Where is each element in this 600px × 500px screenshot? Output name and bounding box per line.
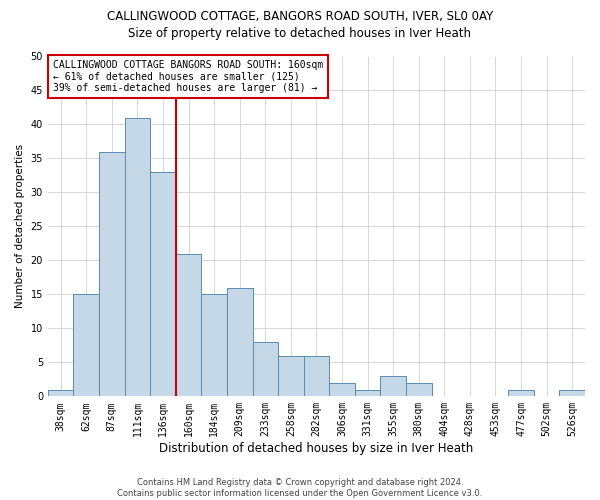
Text: Size of property relative to detached houses in Iver Heath: Size of property relative to detached ho… (128, 28, 472, 40)
Bar (125, 118, 150, 396)
Bar (508, 390, 534, 396)
Bar (278, 356, 304, 397)
Bar (380, 376, 406, 396)
Bar (227, 288, 253, 397)
X-axis label: Distribution of detached houses by size in Iver Heath: Distribution of detached houses by size … (160, 442, 473, 455)
Text: CALLINGWOOD COTTAGE BANGORS ROAD SOUTH: 160sqm
← 61% of detached houses are smal: CALLINGWOOD COTTAGE BANGORS ROAD SOUTH: … (53, 60, 323, 93)
Bar (329, 382, 355, 396)
Bar (99, 152, 125, 396)
Y-axis label: Number of detached properties: Number of detached properties (15, 144, 25, 308)
Bar (253, 342, 278, 396)
Bar (73, 294, 99, 396)
Bar (304, 356, 329, 397)
Bar (355, 390, 380, 396)
Bar (150, 172, 176, 396)
Text: CALLINGWOOD COTTAGE, BANGORS ROAD SOUTH, IVER, SL0 0AY: CALLINGWOOD COTTAGE, BANGORS ROAD SOUTH,… (107, 10, 493, 23)
Bar (48, 390, 73, 396)
Bar (559, 390, 585, 396)
Bar (202, 294, 227, 396)
Text: Contains HM Land Registry data © Crown copyright and database right 2024.
Contai: Contains HM Land Registry data © Crown c… (118, 478, 482, 498)
Bar (176, 254, 202, 396)
Bar (406, 382, 431, 396)
